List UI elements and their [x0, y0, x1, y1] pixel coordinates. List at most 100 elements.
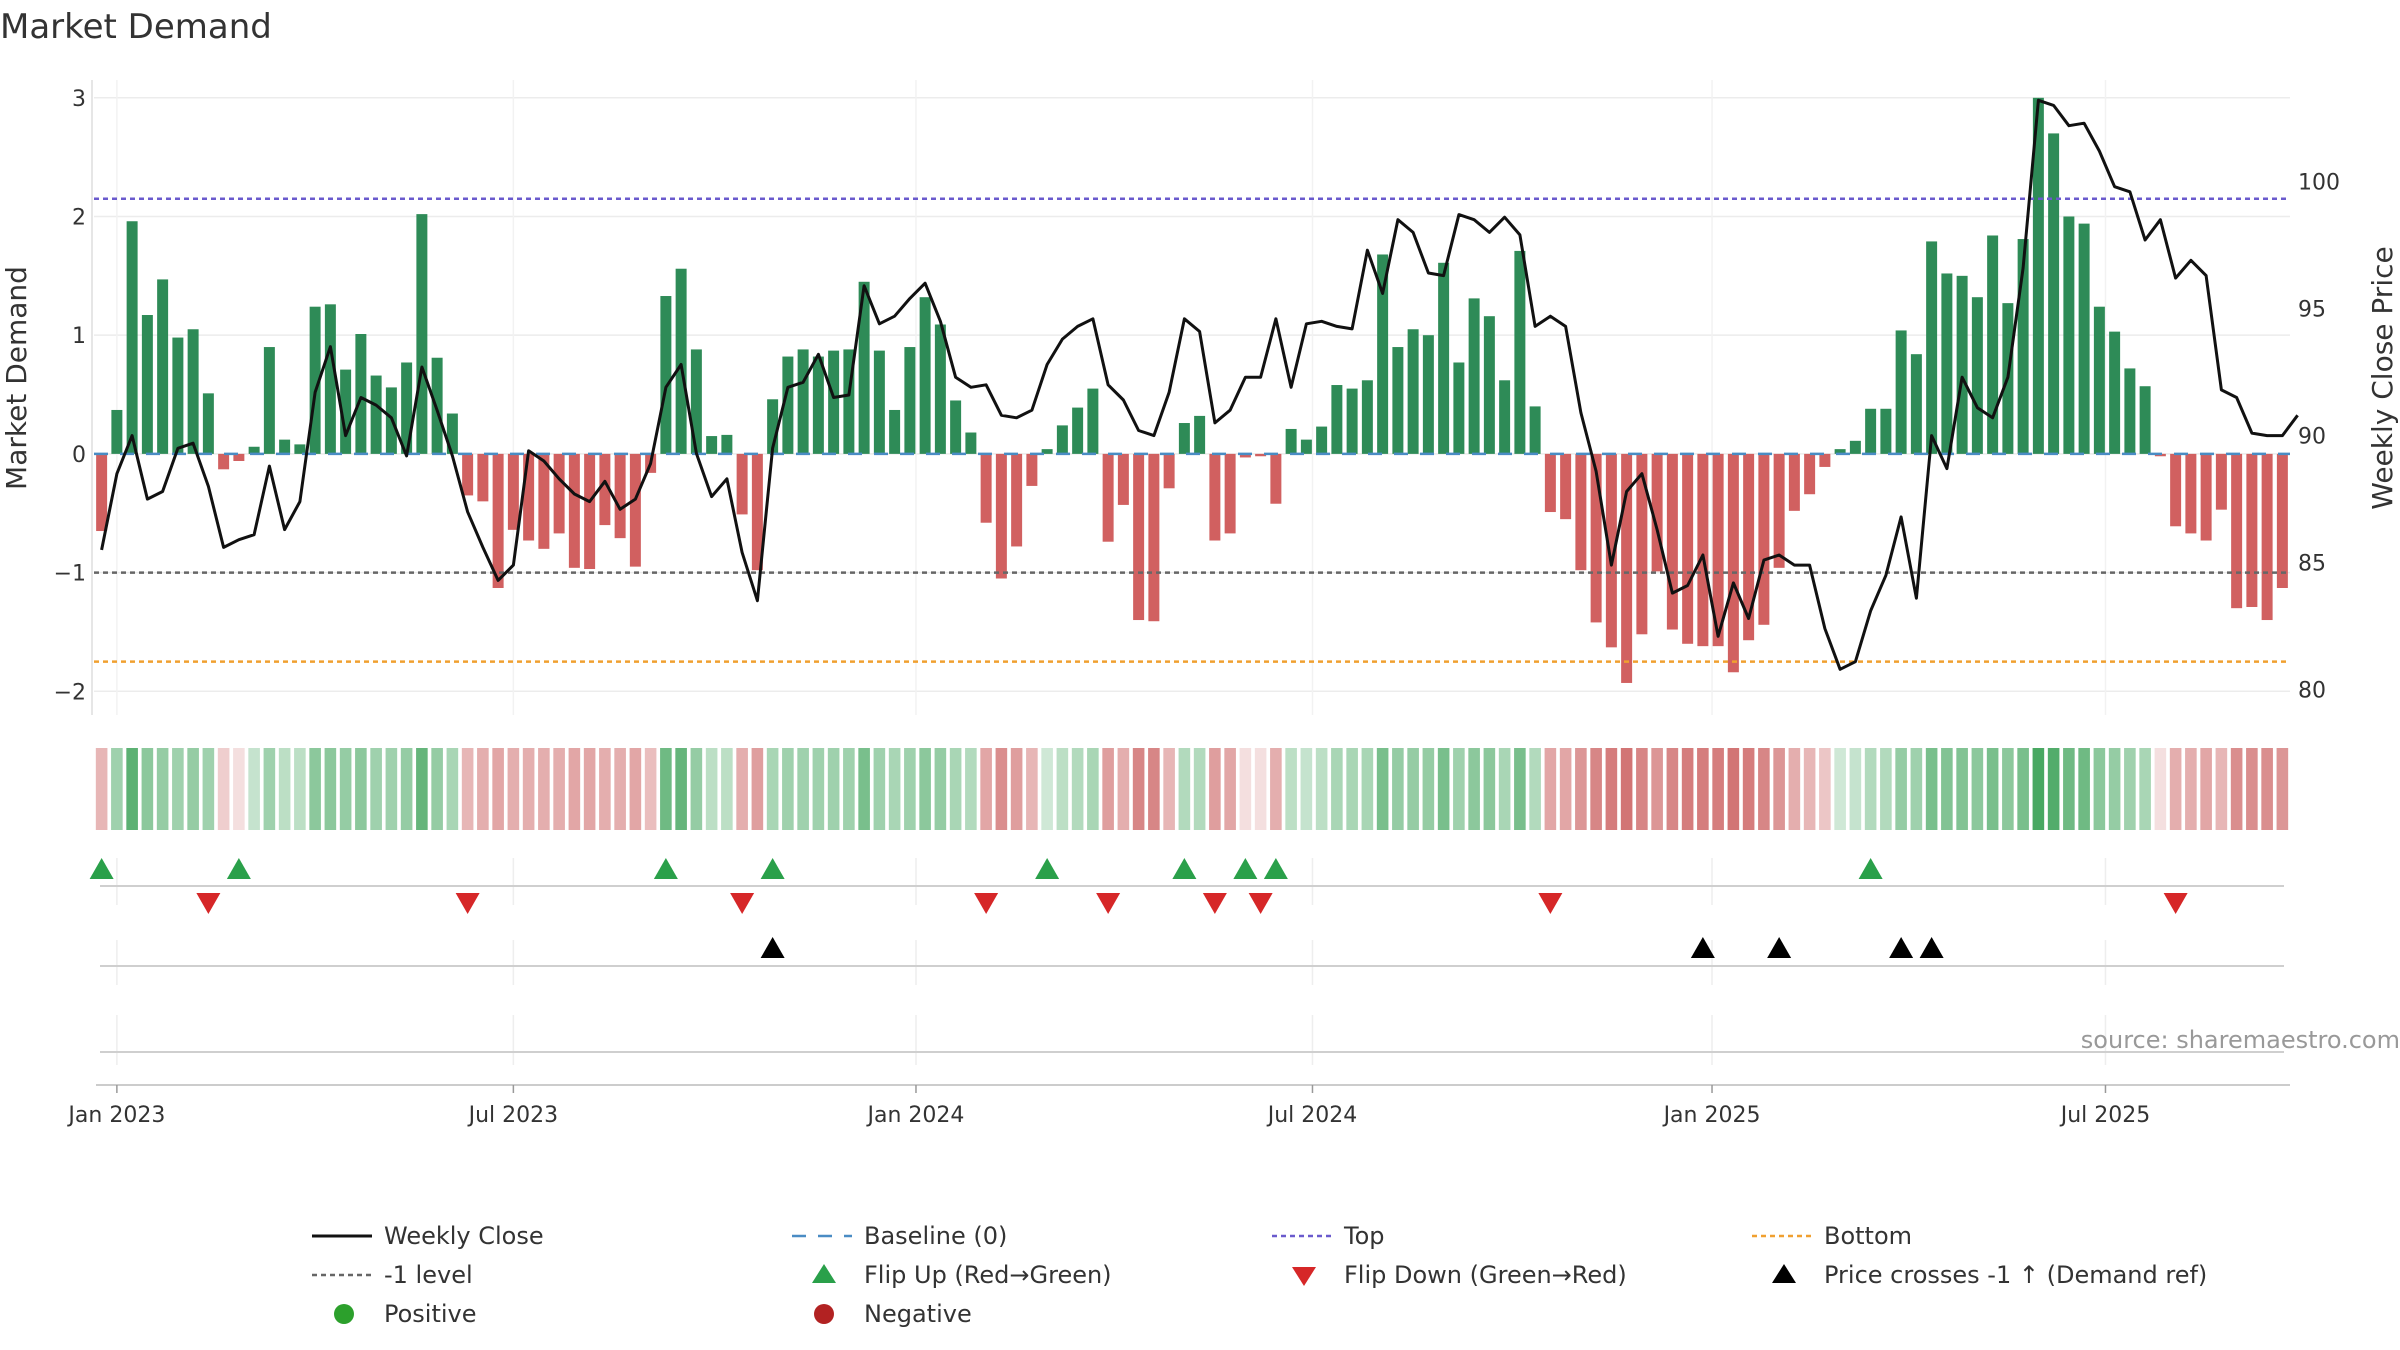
demand-bar [233, 453, 245, 461]
legend-label: -1 level [384, 1261, 473, 1289]
legend-label: Weekly Close [384, 1222, 544, 1250]
flip-up-marker [89, 858, 114, 879]
demand-bar [675, 268, 687, 454]
heat-cell [1178, 748, 1191, 830]
heat-cell [2215, 748, 2228, 830]
flip-up-marker [653, 858, 678, 879]
flip-down-marker [1248, 893, 1273, 914]
demand-bar [889, 409, 901, 454]
heat-cell [95, 748, 108, 830]
demand-bar [1285, 428, 1297, 454]
flip-down-marker [455, 893, 480, 914]
demand-bar [1392, 347, 1404, 454]
demand-bar [523, 453, 535, 541]
heat-cell [1468, 748, 1480, 830]
heat-cell [1544, 748, 1557, 830]
heat-cell [1529, 748, 1541, 830]
demand-bar [614, 453, 626, 539]
heat-cell [111, 748, 123, 830]
demand-bar [1407, 329, 1419, 454]
demand-bar [736, 453, 748, 515]
legend-label: Positive [384, 1300, 477, 1328]
demand-bar [2185, 453, 2197, 534]
heat-cell [538, 748, 550, 830]
heat-cell [1422, 748, 1435, 830]
flip-down-marker [1538, 893, 1563, 914]
heat-cell [2200, 748, 2212, 830]
heat-cell [1117, 748, 1130, 830]
demand-bar [2170, 453, 2182, 527]
heat-cell [233, 748, 245, 830]
y-tick-label: 0 [72, 443, 86, 468]
heat-cell [2230, 748, 2243, 830]
heat-cell [1727, 748, 1740, 830]
heat-cell [1102, 748, 1114, 830]
demand-bar [1209, 453, 1221, 541]
x-tick-label: Jul 2024 [1266, 1103, 1358, 1128]
heat-cell [2063, 748, 2075, 830]
heat-cell [400, 748, 413, 830]
demand-bar [401, 362, 413, 454]
legend: Weekly Close Baseline (0) Top Bottom -1 leve… [312, 1222, 2207, 1328]
flip-up-marker [1233, 858, 1258, 879]
demand-bar [492, 453, 504, 588]
demand-bar [1895, 330, 1907, 454]
demand-bar [1941, 273, 1953, 454]
demand-bar [355, 334, 367, 454]
demand-bar [416, 214, 428, 454]
demand-bar [1743, 453, 1755, 641]
demand-bar [812, 356, 824, 454]
demand-bar [1773, 453, 1785, 568]
demand-bar [934, 324, 946, 454]
demand-bar [1834, 449, 1846, 454]
heat-cell [431, 748, 443, 830]
flip-up-marker [1858, 858, 1883, 879]
demand-bar [187, 329, 199, 454]
heat-cell [2169, 748, 2182, 830]
demand-bar [767, 399, 779, 454]
demand-bar [1163, 453, 1175, 489]
heat-cell [446, 748, 459, 830]
demand-bar [1987, 235, 1999, 454]
legend-swatch [1292, 1267, 1316, 1286]
heat-cell [1986, 748, 1999, 830]
heat-cell [1071, 748, 1084, 830]
heat-cell [1697, 748, 1709, 830]
demand-bar [2246, 453, 2258, 607]
demand-bar [858, 281, 870, 454]
heat-cell [370, 748, 382, 830]
heat-cell [1849, 748, 1862, 830]
heat-cell [355, 748, 367, 830]
y-tick-label: 3 [72, 87, 86, 112]
demand-bar [1590, 453, 1602, 623]
demand-bar [1849, 440, 1861, 454]
heat-cell [934, 748, 947, 830]
legend-label: Price crosses -1 ↑ (Demand ref) [1824, 1261, 2207, 1289]
demand-bar [1956, 275, 1968, 454]
demand-bar [995, 453, 1007, 579]
demand-bar [1178, 423, 1190, 454]
price-cross-marker [1767, 937, 1792, 958]
heat-cell [1224, 748, 1236, 830]
heat-cell [2124, 748, 2136, 830]
legend-label: Bottom [1824, 1222, 1912, 1250]
demand-bar [1072, 407, 1084, 454]
demand-bar [1910, 354, 1922, 454]
heat-cell [2002, 748, 2014, 830]
heat-cell [1315, 748, 1328, 830]
heat-cell [675, 748, 687, 830]
heat-cell [614, 748, 626, 830]
heat-cell [644, 748, 657, 830]
heat-cell [1880, 748, 1892, 830]
demand-bar [2276, 453, 2288, 588]
demand-bar [2139, 386, 2151, 454]
heat-cell [1132, 748, 1145, 830]
heat-cell [172, 748, 184, 830]
x-tick-label: Jul 2025 [2059, 1103, 2151, 1128]
y2-tick-label: 85 [2298, 552, 2326, 577]
heat-cell [1437, 748, 1450, 830]
flip-up-marker [226, 858, 251, 879]
demand-bar [965, 432, 977, 454]
price-cross-marker [1690, 937, 1715, 958]
heat-cell [1193, 748, 1206, 830]
